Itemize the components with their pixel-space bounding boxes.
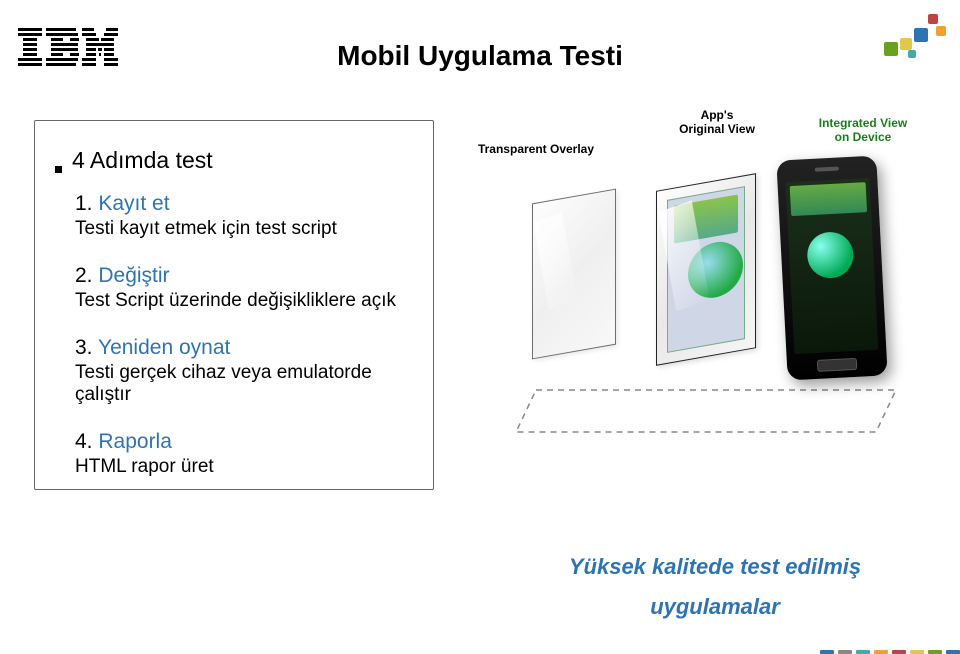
step-4: 4. Raporla HTML rapor üret — [55, 430, 413, 478]
page-title: Mobil Uygulama Testi — [0, 40, 960, 72]
step-3-num: 3. — [75, 336, 93, 359]
steps-panel: 4 Adımda test 1. Kayıt et Testi kayıt et… — [34, 120, 434, 490]
steps-heading-text: 4 Adımda test — [72, 147, 213, 174]
step-4-desc: HTML rapor üret — [75, 456, 413, 478]
diagram-label-app-line2: Original View — [679, 122, 755, 136]
step-2: 2. Değiştir Test Script üzerinde değişik… — [55, 264, 413, 312]
step-2-num: 2. — [75, 264, 93, 287]
footer-line-1: Yüksek kalitede test edilmiş — [500, 554, 930, 580]
step-4-label: Raporla — [98, 430, 172, 453]
diagram-label-integrated: Integrated View on Device — [808, 116, 918, 145]
diagram-platform — [496, 388, 916, 434]
step-4-num: 4. — [75, 430, 93, 453]
diagram: Transparent Overlay App's Original View … — [476, 108, 936, 448]
step-1: 1. Kayıt et Testi kayıt etmek için test … — [55, 192, 413, 240]
bullet-icon — [55, 166, 62, 173]
step-1-num: 1. — [75, 192, 93, 215]
pane-app-original — [656, 173, 756, 366]
bottom-stripes — [0, 650, 960, 654]
step-3-label: Yeniden oynat — [98, 336, 230, 359]
step-1-label: Kayıt et — [98, 192, 169, 215]
diagram-label-app-line1: App's — [701, 108, 734, 122]
steps-heading: 4 Adımda test — [55, 147, 413, 192]
step-2-label: Değiştir — [98, 264, 169, 287]
step-3: 3. Yeniden oynat Testi gerçek cihaz veya… — [55, 336, 413, 406]
footer-line-2: uygulamalar — [500, 594, 930, 620]
diagram-label-app: App's Original View — [662, 108, 772, 137]
diagram-label-transparent: Transparent Overlay — [476, 142, 596, 156]
diagram-label-integrated-line1: Integrated View — [819, 116, 907, 130]
step-3-desc: Testi gerçek cihaz veya emulatorde çalış… — [75, 362, 413, 406]
diagram-label-integrated-line2: on Device — [835, 130, 892, 144]
phone-device — [776, 156, 887, 381]
step-2-desc: Test Script üzerinde değişikliklere açık — [75, 290, 413, 312]
pane-transparent-overlay — [532, 189, 616, 360]
step-1-desc: Testi kayıt etmek için test script — [75, 218, 413, 240]
